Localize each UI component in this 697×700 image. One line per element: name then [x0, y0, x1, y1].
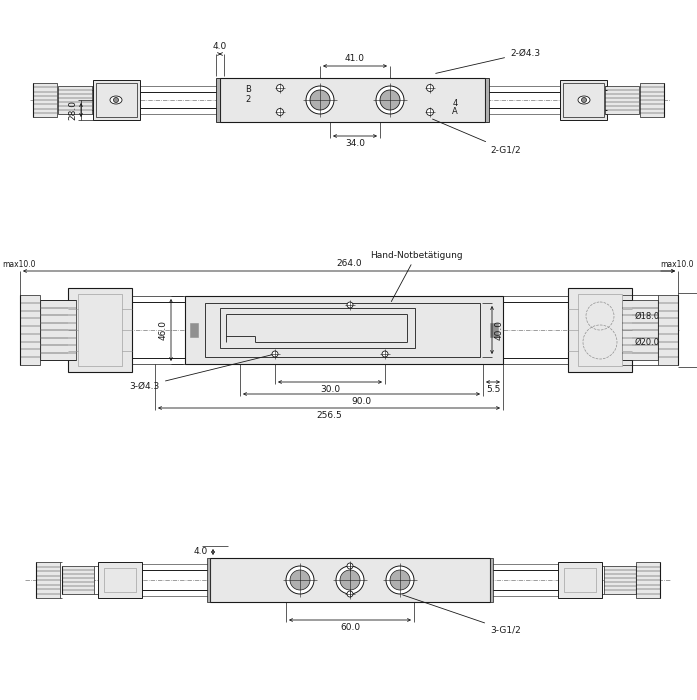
- Text: 46.0: 46.0: [159, 320, 168, 340]
- Bar: [62, 566, 94, 594]
- Text: 4.0: 4.0: [194, 547, 208, 556]
- Text: 90.0: 90.0: [351, 397, 372, 406]
- Bar: [78, 294, 122, 366]
- Bar: [578, 294, 622, 366]
- Bar: [96, 83, 137, 117]
- Text: 3-G1/2: 3-G1/2: [403, 595, 521, 634]
- Text: 60.0: 60.0: [340, 623, 360, 632]
- Bar: [622, 300, 658, 360]
- Bar: [33, 83, 57, 117]
- Bar: [604, 566, 636, 594]
- Bar: [558, 562, 602, 598]
- Text: max10.0: max10.0: [660, 260, 694, 269]
- Bar: [207, 558, 210, 602]
- Bar: [568, 288, 632, 372]
- Bar: [563, 83, 604, 117]
- Text: 40.0: 40.0: [495, 320, 504, 340]
- Circle shape: [347, 563, 353, 569]
- Circle shape: [306, 86, 334, 114]
- Bar: [58, 86, 92, 114]
- Text: 4: 4: [452, 99, 458, 108]
- Text: 28.0: 28.0: [68, 100, 77, 120]
- Text: 3-Ø4.3: 3-Ø4.3: [130, 355, 273, 391]
- Text: Hand-Notbetätigung: Hand-Notbetätigung: [370, 251, 463, 302]
- Text: 264.0: 264.0: [336, 259, 362, 268]
- Text: 256.5: 256.5: [316, 411, 342, 420]
- Bar: [93, 80, 140, 120]
- Bar: [36, 562, 60, 598]
- Circle shape: [272, 351, 278, 357]
- Circle shape: [427, 85, 434, 92]
- Bar: [640, 83, 664, 117]
- Circle shape: [290, 570, 310, 590]
- Text: B: B: [245, 85, 251, 94]
- Bar: [636, 562, 660, 598]
- Text: 2: 2: [245, 95, 251, 104]
- Text: Ø20.0: Ø20.0: [635, 337, 660, 346]
- Bar: [205, 303, 480, 357]
- Circle shape: [427, 108, 434, 116]
- Bar: [190, 323, 198, 337]
- Text: max10.0: max10.0: [2, 260, 36, 269]
- Circle shape: [581, 97, 586, 102]
- Text: 2-Ø4.3: 2-Ø4.3: [436, 48, 540, 74]
- Circle shape: [336, 566, 364, 594]
- Text: 41.0: 41.0: [345, 54, 365, 63]
- Text: 34.0: 34.0: [345, 139, 365, 148]
- Bar: [40, 300, 76, 360]
- Text: Ø18.0: Ø18.0: [635, 312, 660, 321]
- Bar: [658, 295, 678, 365]
- Bar: [564, 568, 596, 592]
- Circle shape: [376, 86, 404, 114]
- Circle shape: [310, 90, 330, 110]
- Circle shape: [382, 351, 388, 357]
- Bar: [210, 558, 490, 602]
- Text: 2-G1/2: 2-G1/2: [433, 119, 521, 155]
- Bar: [98, 562, 142, 598]
- Bar: [560, 80, 607, 120]
- Text: 4.0: 4.0: [213, 42, 227, 51]
- Bar: [216, 78, 220, 122]
- Circle shape: [347, 302, 353, 308]
- Bar: [68, 288, 132, 372]
- Bar: [20, 295, 40, 365]
- Bar: [485, 78, 489, 122]
- Circle shape: [286, 566, 314, 594]
- Bar: [185, 296, 503, 364]
- Text: A: A: [452, 108, 458, 116]
- Bar: [605, 86, 639, 114]
- Circle shape: [114, 97, 118, 102]
- Bar: [490, 323, 498, 337]
- Circle shape: [277, 108, 284, 116]
- Circle shape: [347, 591, 353, 597]
- Bar: [104, 568, 136, 592]
- Text: 5.5: 5.5: [486, 385, 500, 394]
- Circle shape: [380, 90, 400, 110]
- Circle shape: [340, 570, 360, 590]
- Circle shape: [277, 85, 284, 92]
- Ellipse shape: [578, 96, 590, 104]
- Text: 30.0: 30.0: [320, 385, 340, 394]
- Circle shape: [386, 566, 414, 594]
- Ellipse shape: [110, 96, 122, 104]
- Bar: [490, 558, 493, 602]
- Bar: [220, 308, 415, 348]
- Circle shape: [390, 570, 410, 590]
- Bar: [220, 78, 485, 122]
